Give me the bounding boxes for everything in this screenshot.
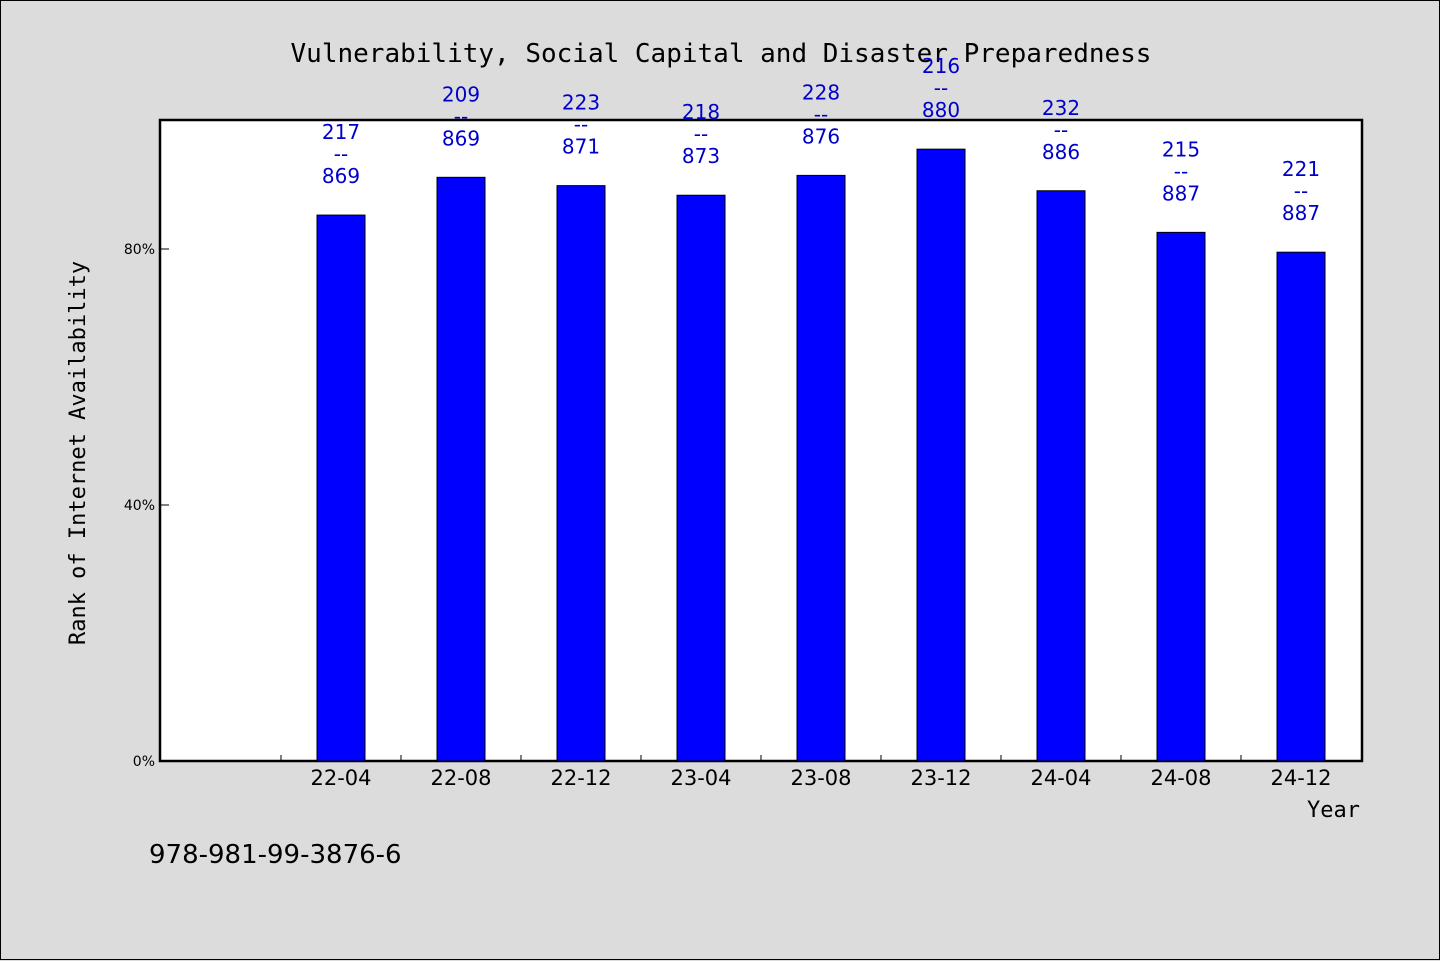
data-label-24-08-line-2: -- [1174,159,1188,183]
footer-code: 978-981-99-3876-6 [149,840,402,870]
bar-24-08 [1156,231,1206,762]
x-tick-label-22-08: 22-08 [430,766,491,790]
data-label-23-12-line-1: 216 [922,54,960,78]
data-label-22-04-line-1: 217 [322,120,360,144]
data-label-24-08-line-1: 215 [1162,137,1200,161]
data-label-23-04-line-1: 218 [682,100,720,124]
data-label-23-08-line-3: 876 [802,124,840,148]
bars-layer [316,148,1326,762]
data-label-22-04-line-2: -- [334,142,348,166]
data-label-22-08-line-3: 869 [442,126,480,150]
x-tick-label-23-04: 23-04 [670,766,731,790]
data-label-24-04-line-2: -- [1054,118,1068,142]
y-axis: 0% 40% 80% [124,242,169,770]
bar-23-12 [916,148,966,762]
x-tick-label-24-08: 24-08 [1150,766,1211,790]
x-tick-label-23-08: 23-08 [790,766,851,790]
bar-22-08 [436,176,486,762]
bar-22-12 [556,185,606,762]
x-tick-label-22-12: 22-12 [550,766,611,790]
data-label-23-04-line-2: -- [694,122,708,146]
x-tick-label-24-12: 24-12 [1270,766,1331,790]
x-tick-label-22-04: 22-04 [310,766,371,790]
y-tick-label-80: 80% [124,242,155,258]
data-label-24-04-line-3: 886 [1042,140,1080,164]
data-label-23-04-line-3: 873 [682,144,720,168]
data-label-23-12-line-3: 880 [922,98,960,122]
bar-24-04 [1036,190,1086,762]
data-labels-layer: 217--869209--869223--871218--873228--876… [322,54,1320,225]
x-tick-label-23-12: 23-12 [910,766,971,790]
data-label-24-04-line-1: 232 [1042,96,1080,120]
x-axis: 22-04 22-08 22-12 23-04 23-08 23-12 24-04 24-08… [280,755,1332,790]
bar-24-12 [1276,251,1326,762]
bar-23-08 [796,174,846,762]
data-label-22-04-line-3: 869 [322,164,360,188]
data-label-22-08-line-1: 209 [442,82,480,106]
data-label-24-12-line-1: 221 [1282,157,1320,181]
data-label-24-12-line-2: -- [1294,179,1308,203]
data-label-23-08-line-1: 228 [802,80,840,104]
data-label-23-08-line-2: -- [814,102,828,126]
data-label-23-12-line-2: -- [934,76,948,100]
data-label-22-12-line-2: -- [574,113,588,137]
y-tick-label-0: 0% [133,754,155,770]
chart-title: Vulnerability, Social Capital and Disast… [291,39,1152,69]
data-label-22-12-line-3: 871 [562,135,600,159]
y-axis-label: Rank of Internet Availability [66,261,91,645]
data-label-24-08-line-3: 887 [1162,181,1200,205]
y-tick-label-40: 40% [124,498,155,514]
data-label-24-12-line-3: 887 [1282,201,1320,225]
bar-22-04 [316,214,366,762]
x-tick-label-24-04: 24-04 [1030,766,1091,790]
data-label-22-12-line-1: 223 [562,91,600,115]
bar-23-04 [676,194,726,762]
data-label-22-08-line-2: -- [454,104,468,128]
x-axis-label: Year [1307,798,1360,823]
